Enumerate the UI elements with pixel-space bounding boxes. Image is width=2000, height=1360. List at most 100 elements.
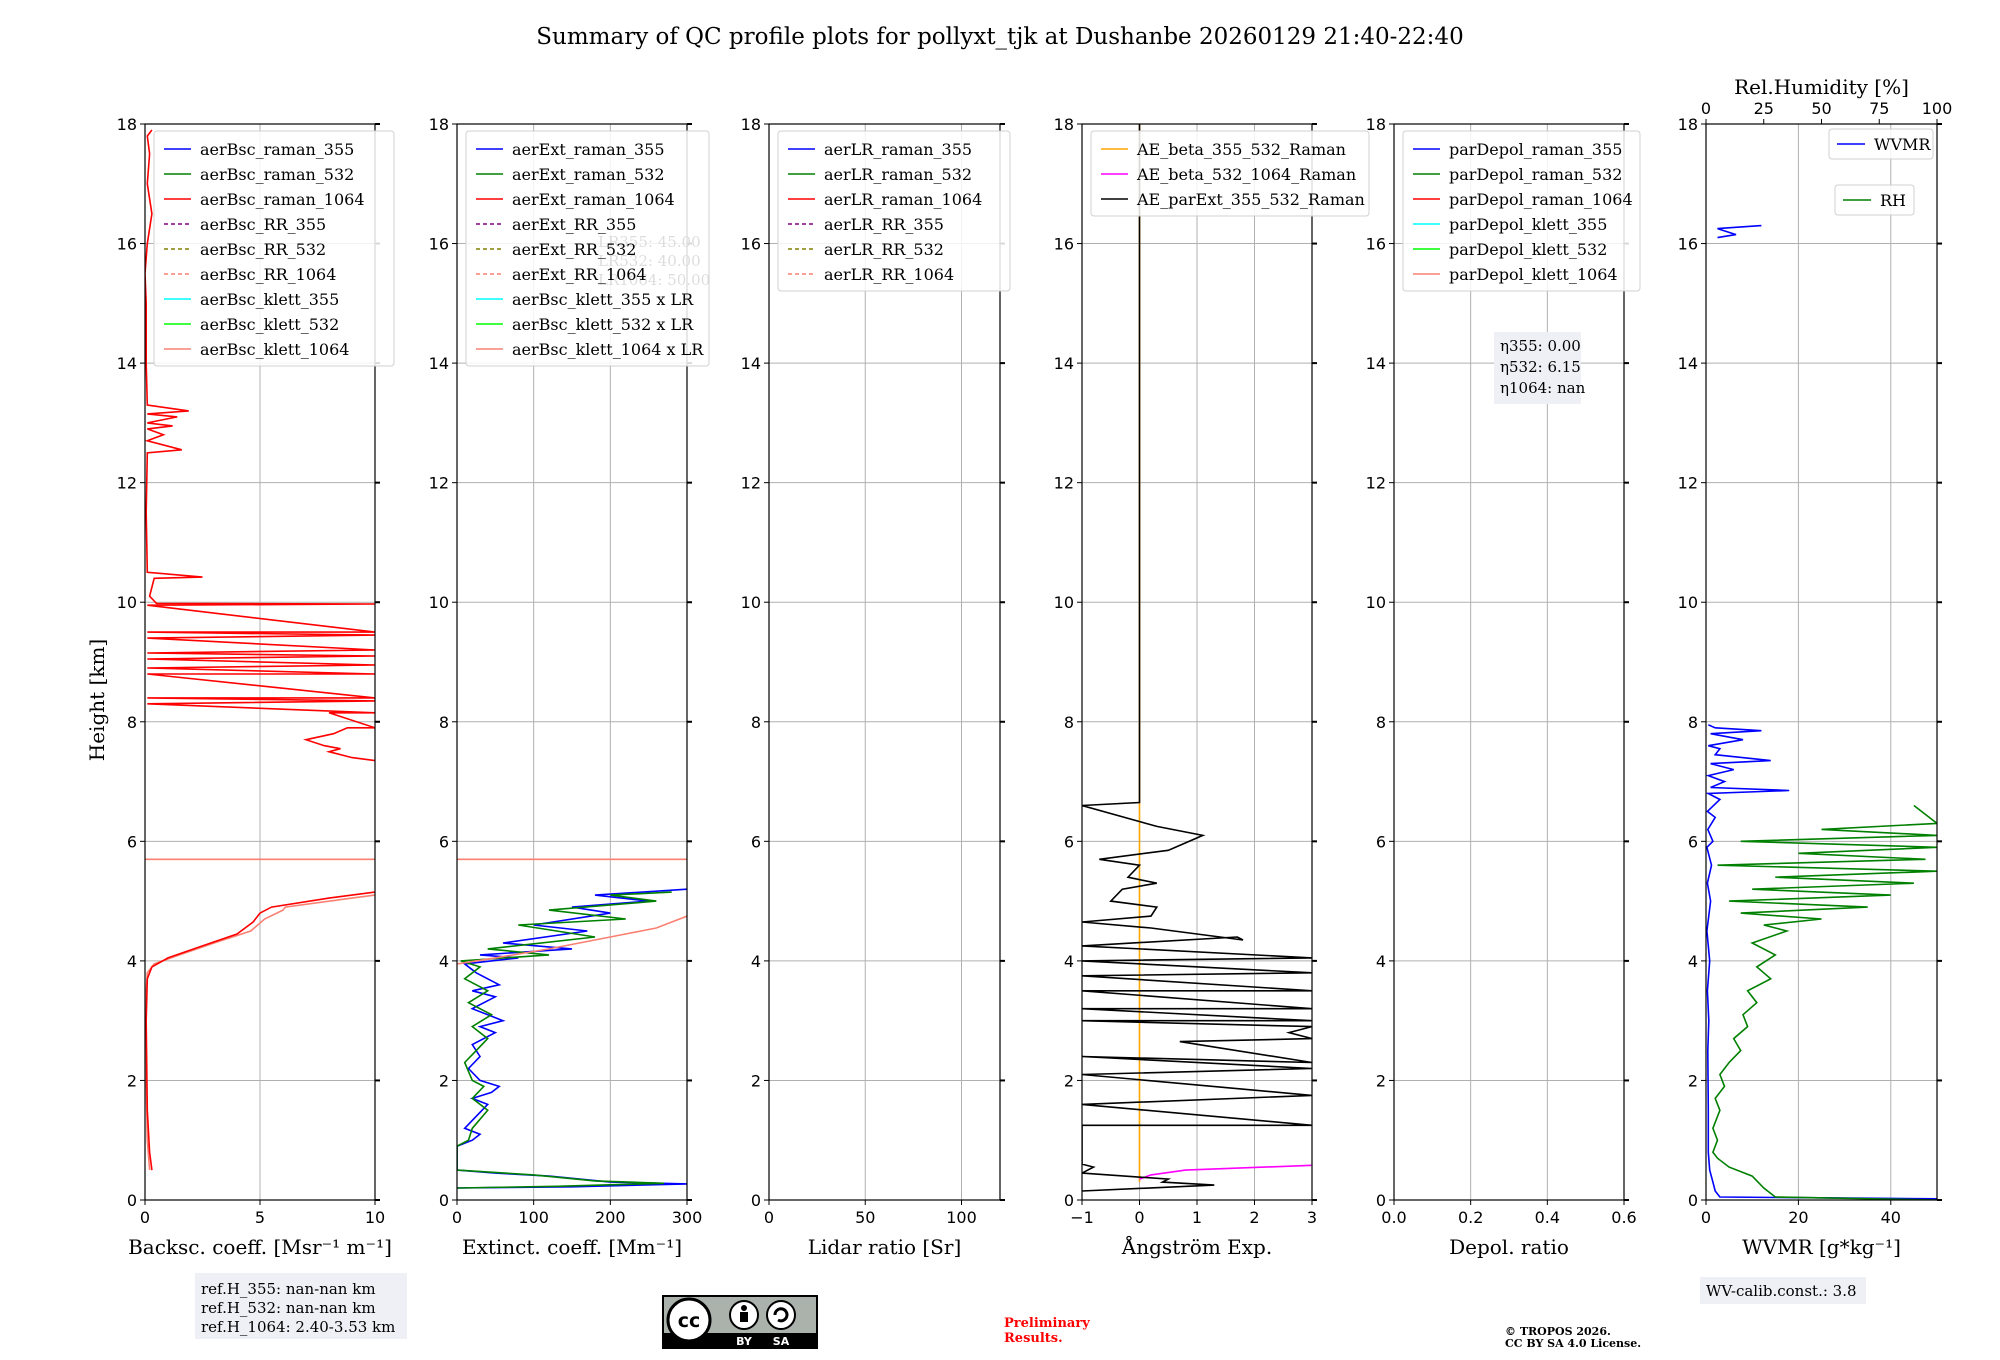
top-x-tick-label: 75: [1869, 99, 1889, 118]
x-tick-label: 0.0: [1381, 1208, 1406, 1227]
axes-frame: [768, 123, 1001, 1201]
x-tick-label: 100: [946, 1208, 977, 1227]
y-tick-label: 14: [1678, 354, 1698, 373]
y-tick-label: 16: [741, 235, 761, 254]
series-line-AE_beta_532_1064_Raman: [1139, 1164, 1312, 1180]
legend-label: aerLR_raman_532: [824, 165, 972, 184]
x-tick-label: 200: [595, 1208, 626, 1227]
legend-label: aerBsc_klett_1064: [200, 340, 349, 359]
y-tick-label: 14: [741, 354, 761, 373]
legend-box: [1402, 130, 1641, 292]
legend-box: [153, 130, 395, 367]
y-tick-label: 18: [1678, 115, 1698, 134]
x-tick-label: 40: [1881, 1208, 1901, 1227]
eta-annotation-line: η1064: nan: [1500, 379, 1586, 397]
x-tick-label: 0: [764, 1208, 774, 1227]
y-tick-label: 6: [439, 832, 449, 851]
legend-label: aerBsc_klett_532: [200, 315, 339, 334]
y-tick-label: 18: [1054, 115, 1074, 134]
legend-label: parDepol_klett_1064: [1449, 265, 1618, 284]
y-tick-label: 16: [1366, 235, 1386, 254]
x-tick-label: 20: [1788, 1208, 1808, 1227]
x-tick-label: 0.2: [1458, 1208, 1483, 1227]
series-group: [1082, 124, 1312, 1192]
legend-label: aerLR_raman_1064: [824, 190, 982, 209]
series-line-aerBsc_klett_1064 x LR: [457, 915, 687, 965]
top-axis-label: Rel.Humidity [%]: [1734, 75, 1909, 99]
x-tick-label: 2: [1249, 1208, 1259, 1227]
legend-label: aerBsc_raman_1064: [200, 190, 365, 209]
legend-label: parDepol_klett_532: [1449, 240, 1607, 259]
legend: AE_beta_355_532_Raman AE_beta_532_1064_Ra…: [1090, 130, 1370, 217]
y-tick-label: 6: [1376, 832, 1386, 851]
legend-box: [1834, 184, 1915, 216]
legend-label: aerBsc_RR_532: [200, 240, 326, 259]
top-x-tick-label: 25: [1754, 99, 1774, 118]
legend-label: aerExt_RR_1064: [512, 265, 647, 284]
y-tick-label: 4: [1376, 952, 1386, 971]
legend: aerBsc_raman_355 aerBsc_raman_532 aerBsc_r…: [153, 130, 395, 367]
top-x-tick-label: 50: [1811, 99, 1831, 118]
y-tick-label: 2: [1376, 1071, 1386, 1090]
y-tick-label: 14: [117, 354, 137, 373]
y-tick-label: 6: [127, 832, 137, 851]
y-tick-label: 4: [439, 952, 449, 971]
y-tick-label: 2: [1688, 1071, 1698, 1090]
y-tick-label: 14: [1054, 354, 1074, 373]
x-axis-label: Backsc. coeff. [Msr⁻¹ m⁻¹]: [128, 1235, 392, 1259]
legend: WVMR RH: [1828, 128, 1934, 216]
x-tick-label: 5: [255, 1208, 265, 1227]
y-tick-label: 14: [429, 354, 449, 373]
legend-label: aerExt_raman_532: [512, 165, 665, 184]
y-tick-label: 4: [1064, 952, 1074, 971]
y-tick-label: 12: [429, 474, 449, 493]
wv-calib-bg: [1700, 1277, 1866, 1304]
series-line-aerBsc_raman_1064_upper: [145, 129, 375, 762]
y-tick-label: 10: [429, 593, 449, 612]
y-tick-label: 10: [1678, 593, 1698, 612]
x-tick-label: 0.6: [1611, 1208, 1636, 1227]
y-tick-label: 12: [1054, 474, 1074, 493]
preliminary-line2: Results.: [1004, 1331, 1063, 1346]
y-tick-label: 10: [1054, 593, 1074, 612]
series-group: [145, 129, 375, 1171]
eta-annotation-bg: [1494, 332, 1581, 404]
x-tick-label: 10: [365, 1208, 385, 1227]
panel-extinction: 0 100 200 300 0 2 4 6 8 10 12 14 16 18 Extinct. coeff.…: [429, 115, 711, 1259]
y-tick-label: 6: [1064, 832, 1074, 851]
x-tick-label: −1: [1070, 1208, 1094, 1227]
y-tick-label: 12: [1678, 474, 1698, 493]
legend-label: aerBsc_klett_1064 x LR: [512, 340, 704, 359]
refh-box: ref.H_355: nan-nan km ref.H_532: nan-nan…: [195, 1273, 407, 1339]
panel-lidar_ratio: 0 50 100 0 2 4 6 8 10 12 14 16 18 Lidar ratio [Sr] aer…: [741, 115, 1011, 1259]
preliminary-line1: Preliminary: [1004, 1316, 1090, 1331]
y-tick-label: 2: [439, 1071, 449, 1090]
legend-box: [777, 130, 1011, 292]
x-tick-label: 1: [1192, 1208, 1202, 1227]
legend-label: aerExt_RR_532: [512, 240, 636, 259]
x-axis-label: WVMR [g*kg⁻¹]: [1742, 1235, 1901, 1259]
refh-box-bg: [195, 1273, 407, 1339]
figure-title: Summary of QC profile plots for pollyxt_…: [536, 24, 1463, 50]
y-tick-label: 6: [1688, 832, 1698, 851]
series-line-WVMR: [1706, 724, 1937, 1200]
y-tick-label: 2: [1064, 1071, 1074, 1090]
legend-label: aerExt_RR_355: [512, 215, 636, 234]
legend-label: parDepol_raman_355: [1449, 140, 1622, 159]
legend-label: aerExt_raman_1064: [512, 190, 675, 209]
y-tick-label: 0: [127, 1191, 137, 1210]
y-tick-label: 16: [429, 235, 449, 254]
x-tick-label: 50: [855, 1208, 875, 1227]
legend-label: aerLR_RR_532: [824, 240, 944, 259]
wv-calib-box: WV-calib.const.: 3.8: [1700, 1277, 1866, 1304]
legend-box: [1828, 128, 1934, 160]
x-tick-label: 300: [672, 1208, 703, 1227]
legend-label: parDepol_klett_355: [1449, 215, 1607, 234]
y-tick-label: 10: [117, 593, 137, 612]
eta-annotation-line: η532: 6.15: [1500, 358, 1581, 376]
legend-label: aerExt_raman_355: [512, 140, 665, 159]
by-icon-body: [740, 1312, 748, 1322]
